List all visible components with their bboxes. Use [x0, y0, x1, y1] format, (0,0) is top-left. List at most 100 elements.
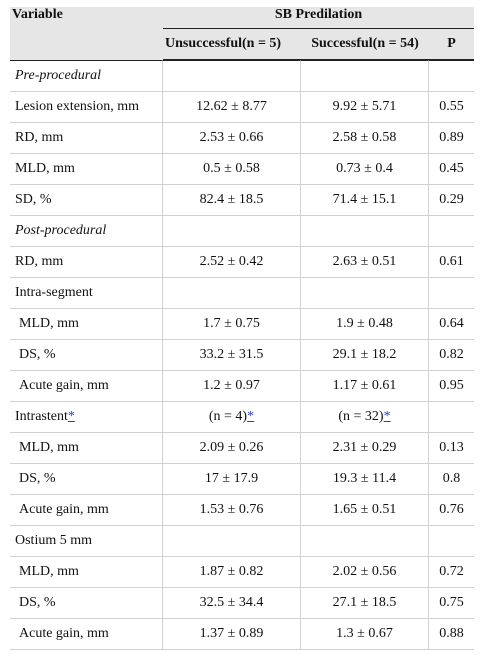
unsuccessful-value: 1.37 ± 0.89 [163, 619, 301, 650]
p-value [429, 216, 475, 247]
unsuccessful-value-text: 1.7 ± 0.75 [203, 316, 260, 331]
successful-value: 2.02 ± 0.56 [301, 557, 429, 588]
unsuccessful-value [163, 278, 301, 309]
successful-value-text: (n = 32) [338, 409, 384, 424]
unsuccessful-value: 1.7 ± 0.75 [163, 309, 301, 340]
p-value-text: 0.75 [439, 595, 464, 610]
row-label: Acute gain, mm [10, 619, 163, 650]
table-row: Acute gain, mm 1.2 ± 0.97 1.17 ± 0.61 0.95 [10, 371, 475, 402]
unsuccessful-value: 33.2 ± 31.5 [163, 340, 301, 371]
section-row: Pre-procedural [10, 60, 475, 92]
p-value-text: 0.61 [439, 254, 464, 269]
row-label: MLD, mm [10, 557, 163, 588]
p-value [429, 278, 475, 309]
successful-header: Successful(n = 54) [301, 29, 429, 60]
row-label: RD, mm [10, 123, 163, 154]
footnote-link[interactable]: * [247, 409, 255, 424]
row-label-text: DS, % [19, 347, 56, 362]
p-value-text: 0.95 [439, 378, 464, 393]
row-label-text: MLD, mm [19, 564, 79, 579]
p-value: 0.72 [429, 557, 475, 588]
successful-value-text: 1.17 ± 0.61 [332, 378, 397, 393]
unsuccessful-value-text: 32.5 ± 34.4 [199, 595, 264, 610]
unsuccessful-value-text: 2.09 ± 0.26 [199, 440, 264, 455]
p-value-text: 0.8 [442, 471, 461, 486]
row-label: Acute gain, mm [10, 495, 163, 526]
p-value-text: 0.45 [439, 161, 464, 176]
footnote-link[interactable]: * [67, 409, 75, 424]
unsuccessful-value-text: 1.87 ± 0.82 [199, 564, 264, 579]
unsuccessful-value: 2.09 ± 0.26 [163, 433, 301, 464]
row-label: DS, % [10, 588, 163, 619]
table-row: MLD, mm 1.7 ± 0.75 1.9 ± 0.48 0.64 [10, 309, 475, 340]
p-value: 0.13 [429, 433, 475, 464]
successful-value: 1.17 ± 0.61 [301, 371, 429, 402]
p-value: 0.75 [429, 588, 475, 619]
table-row: Intra-segment [10, 278, 475, 309]
successful-value: 1.9 ± 0.48 [301, 309, 429, 340]
p-value-text: 0.29 [439, 192, 464, 207]
p-value [429, 526, 475, 557]
unsuccessful-value [163, 526, 301, 557]
successful-value: (n = 32)* [301, 402, 429, 433]
table-row: Intrastent* (n = 4)* (n = 32)* [10, 402, 475, 433]
unsuccessful-value-text: 2.52 ± 0.42 [199, 254, 264, 269]
table-row: MLD, mm 2.09 ± 0.26 2.31 ± 0.29 0.13 [10, 433, 475, 464]
row-label-text: Acute gain, mm [19, 626, 109, 641]
unsuccessful-value-text: 33.2 ± 31.5 [199, 347, 264, 362]
successful-value-text: 9.92 ± 5.71 [332, 99, 397, 114]
row-label-text: Lesion extension, mm [15, 99, 140, 114]
table-row: MLD, mm 1.87 ± 0.82 2.02 ± 0.56 0.72 [10, 557, 475, 588]
unsuccessful-value-text: 0.5 ± 0.58 [203, 161, 260, 176]
p-value: 0.45 [429, 154, 475, 185]
row-label-text: Post-procedural [15, 223, 107, 238]
unsuccessful-value [163, 216, 301, 247]
unsuccessful-value: 12.62 ± 8.77 [163, 92, 301, 123]
p-value [429, 60, 475, 92]
successful-value: 27.1 ± 18.5 [301, 588, 429, 619]
unsuccessful-value: 2.52 ± 0.42 [163, 247, 301, 278]
row-label-text: MLD, mm [19, 316, 79, 331]
p-value: 0.64 [429, 309, 475, 340]
successful-value-text: 2.02 ± 0.56 [332, 564, 397, 579]
successful-value-text: 1.65 ± 0.51 [332, 502, 397, 517]
row-label-text: Ostium 5 mm [15, 533, 93, 548]
row-label-text: Acute gain, mm [19, 502, 109, 517]
row-label: MLD, mm [10, 309, 163, 340]
results-table: Variable SB Predilation Unsuccessful(n =… [10, 7, 475, 650]
section-row: Post-procedural [10, 216, 475, 247]
row-label-text: Pre-procedural [15, 68, 102, 83]
p-value: 0.8 [429, 464, 475, 495]
table-row: MLD, mm 0.5 ± 0.58 0.73 ± 0.4 0.45 [10, 154, 475, 185]
table-row: Acute gain, mm 1.37 ± 0.89 1.3 ± 0.67 0.88 [10, 619, 475, 650]
row-label-text: MLD, mm [15, 161, 75, 176]
unsuccessful-value: 0.5 ± 0.58 [163, 154, 301, 185]
p-value-text: 0.76 [439, 502, 464, 517]
successful-value-text: 19.3 ± 11.4 [332, 471, 397, 486]
successful-value-text: 71.4 ± 15.1 [332, 192, 397, 207]
p-value: 0.76 [429, 495, 475, 526]
row-label-text: Intra-segment [15, 285, 93, 300]
unsuccessful-value-text: 82.4 ± 18.5 [199, 192, 264, 207]
p-value-text: 0.55 [439, 99, 464, 114]
p-value: 0.89 [429, 123, 475, 154]
successful-value-text: 2.63 ± 0.51 [332, 254, 397, 269]
unsuccessful-header: Unsuccessful(n = 5) [163, 29, 301, 60]
unsuccessful-value: 82.4 ± 18.5 [163, 185, 301, 216]
unsuccessful-value: (n = 4)* [163, 402, 301, 433]
table-row: Acute gain, mm 1.53 ± 0.76 1.65 ± 0.51 0.76 [10, 495, 475, 526]
successful-value: 19.3 ± 11.4 [301, 464, 429, 495]
row-label: DS, % [10, 464, 163, 495]
table-row: Lesion extension, mm 12.62 ± 8.77 9.92 ± 5… [10, 92, 475, 123]
footnote-link[interactable]: * [383, 409, 391, 424]
variable-header: Variable [10, 7, 163, 60]
row-label-text: RD, mm [15, 130, 64, 145]
unsuccessful-value-text: 1.37 ± 0.89 [199, 626, 264, 641]
p-value: 0.95 [429, 371, 475, 402]
row-label: Intra-segment [10, 278, 163, 309]
section-label: Pre-procedural [10, 60, 163, 92]
p-value-text: 0.82 [439, 347, 464, 362]
successful-value-text: 2.31 ± 0.29 [332, 440, 397, 455]
p-value: 0.82 [429, 340, 475, 371]
p-header: P [429, 29, 475, 60]
